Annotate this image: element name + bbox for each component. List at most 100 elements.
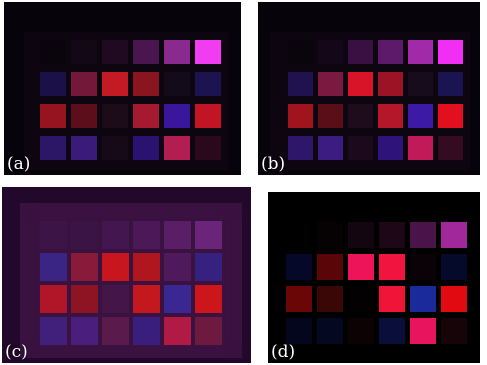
color-patch [348,254,374,280]
color-patch [133,40,159,64]
color-patch [410,222,436,248]
color-checker-board [24,32,229,170]
color-patch [286,254,312,280]
color-patch [102,221,129,249]
color-patch [133,285,160,313]
color-patch [195,221,222,249]
panel-label: (a) [7,154,31,174]
photo-panel-b: (b) [258,2,480,175]
color-patch [438,40,463,64]
color-patch [102,40,128,64]
color-patch [318,136,343,160]
color-patch [378,72,403,96]
color-patch [71,253,98,281]
color-patch [40,72,66,96]
color-patch [318,104,343,128]
color-patch [441,318,467,344]
color-patch [379,254,405,280]
color-patch [195,104,221,128]
color-patch [195,317,222,345]
color-patch [164,221,191,249]
color-patch [133,317,160,345]
color-patch [40,136,66,160]
color-patch [286,286,312,312]
color-patch [102,104,128,128]
color-patch [379,286,405,312]
color-patch [133,104,159,128]
color-patch [164,40,190,64]
panel-label: (c) [5,342,28,362]
color-patch [102,72,128,96]
color-checker-board [270,32,470,170]
color-patch [195,285,222,313]
color-patch [164,253,191,281]
color-patch [164,72,190,96]
color-patch [195,72,221,96]
color-patch [438,104,463,128]
color-patch [164,104,190,128]
color-patch [71,136,97,160]
color-patch [348,318,374,344]
color-patch [195,253,222,281]
color-patch [410,286,436,312]
color-patch [348,222,374,248]
color-patch [71,40,97,64]
color-patch [71,221,98,249]
color-patch [40,285,67,313]
color-patch [441,222,467,248]
color-patch [164,136,190,160]
color-patch [348,104,373,128]
color-patch [318,72,343,96]
color-patch [164,285,191,313]
color-patch [195,136,221,160]
color-patch [40,253,67,281]
color-patch [286,318,312,344]
color-patch [317,222,343,248]
color-patch [71,72,97,96]
color-patch [348,286,374,312]
panel-label: (d) [271,342,296,362]
color-patch [102,253,129,281]
color-patch [317,318,343,344]
color-patch [40,104,66,128]
color-patch [438,72,463,96]
color-patch [378,40,403,64]
color-patch [133,136,159,160]
color-patch [378,104,403,128]
color-patch [379,318,405,344]
color-patch [410,318,436,344]
color-patch [348,72,373,96]
color-patch [40,221,67,249]
color-patch [378,136,403,160]
color-patch [410,254,436,280]
color-patch [317,254,343,280]
color-patch [348,40,373,64]
color-patch [195,40,221,64]
color-patch [40,317,67,345]
color-patch [164,317,191,345]
color-checker-board [268,192,480,363]
color-patch [408,136,433,160]
color-patch [288,72,313,96]
color-patch [102,136,128,160]
color-patch [71,317,98,345]
photo-panel-a: (a) [4,2,241,175]
color-patch [408,72,433,96]
color-patch [288,104,313,128]
color-patch [286,222,312,248]
color-patch [71,104,97,128]
color-patch [348,136,373,160]
photo-panel-d: (d) [268,192,480,363]
color-patch [438,136,463,160]
color-checker-board [20,203,242,358]
color-patch [102,285,129,313]
color-patch [318,40,343,64]
color-patch [408,104,433,128]
color-patch [288,136,313,160]
color-patch [71,285,98,313]
color-patch [379,222,405,248]
photo-panel-c: (c) [2,187,251,363]
color-patch [102,317,129,345]
color-patch [133,253,160,281]
color-patch [441,286,467,312]
